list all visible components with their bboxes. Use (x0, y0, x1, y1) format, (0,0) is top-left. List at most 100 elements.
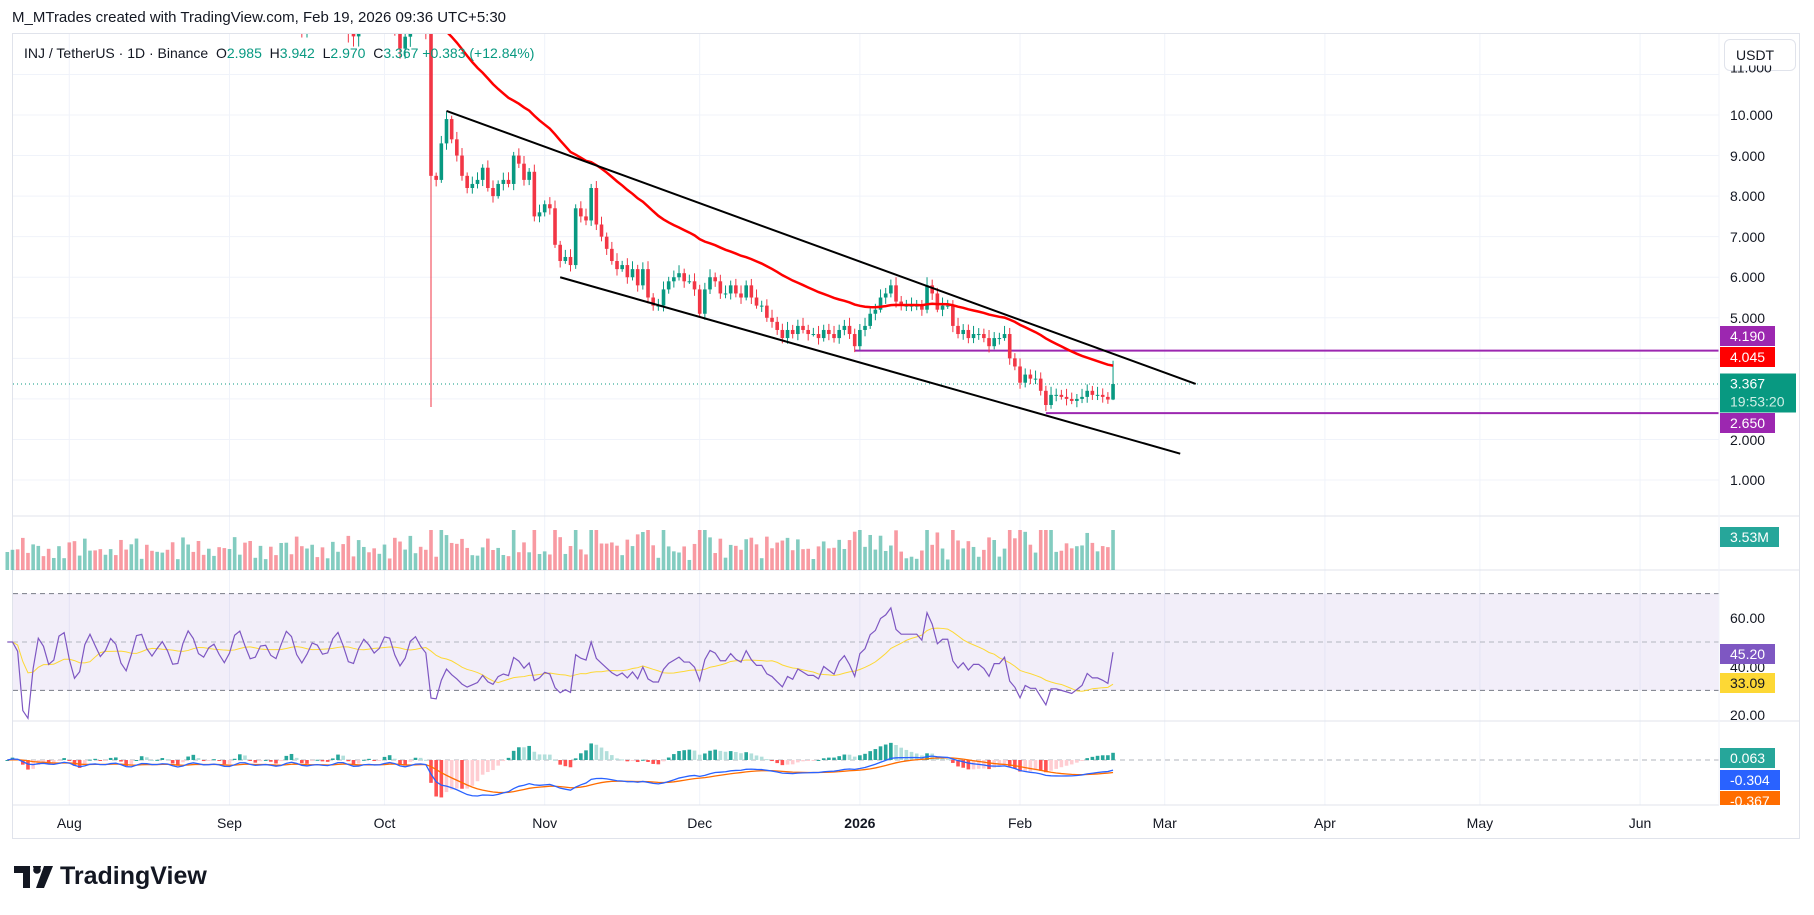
bar-countdown: 19:53:20 (1730, 393, 1785, 410)
volume-bar (263, 559, 268, 570)
volume-bar (403, 549, 407, 570)
volume-bar (269, 546, 273, 570)
candle (491, 180, 495, 203)
volume-bar (527, 552, 531, 570)
volume-bar (672, 551, 676, 570)
macd-histogram-bar (253, 760, 258, 763)
price-tick: 9.000 (1730, 148, 1766, 164)
candle (124, 0, 128, 14)
candle (1049, 386, 1053, 409)
candle-body (992, 338, 997, 347)
macd-histogram-bar (98, 760, 103, 761)
macd-histogram-bar (486, 760, 490, 773)
candle-body (465, 175, 469, 189)
candle-body (718, 281, 723, 294)
volume-bar (176, 559, 180, 570)
macd-histogram-bar (1028, 760, 1033, 772)
macd-histogram-bar (243, 755, 247, 760)
candle-body (620, 265, 624, 270)
volume-bar (610, 542, 614, 570)
macd-histogram-bar (615, 758, 619, 760)
macd-histogram-bar (367, 758, 371, 760)
macd-histogram-bar (160, 758, 165, 760)
volume-bar (785, 537, 790, 570)
candle (419, 0, 423, 26)
candle-body (894, 285, 898, 302)
macd-histogram-bar (1080, 760, 1084, 761)
candle-body (827, 329, 831, 335)
macd-histogram-bar (294, 757, 299, 760)
candle-body (765, 305, 769, 318)
last-price: 3.367 (1730, 375, 1766, 392)
candle (697, 284, 702, 318)
channel-trendline (446, 110, 1197, 385)
symbol-legend: INJ / TetherUS · 1D · Binance O2.985 H3.… (24, 45, 534, 61)
candle (295, 0, 299, 20)
candle (1111, 360, 1115, 401)
volume-bar (966, 541, 971, 570)
macd-histogram-bar (759, 756, 764, 760)
macd-histogram-bar (382, 756, 387, 760)
attribution: M_MTrades created with TradingView.com, … (12, 9, 507, 26)
macd-histogram-bar (274, 760, 278, 764)
candle-body (1038, 378, 1043, 391)
volume-bar (1059, 550, 1064, 570)
candle-body (455, 139, 459, 156)
candle (775, 316, 779, 335)
macd-histogram-bar (315, 759, 320, 761)
candle-body (1075, 398, 1079, 401)
candle-body (635, 269, 640, 286)
macd-histogram-bar (424, 759, 428, 761)
candle (233, 0, 237, 8)
candle-body (697, 289, 702, 314)
macd-histogram-bar (806, 760, 810, 761)
macd-histogram-bar (1049, 760, 1053, 771)
macd-histogram-bar (238, 754, 242, 760)
candle-body (1028, 374, 1033, 379)
symbol-name[interactable]: INJ / TetherUS · 1D · Binance (24, 45, 209, 61)
volume-bar (687, 559, 692, 570)
candle (641, 262, 645, 290)
currency-button[interactable]: USDT (1724, 39, 1796, 71)
volume-bar (945, 559, 950, 570)
candle-body (935, 293, 940, 310)
macd-histogram-bar (713, 749, 717, 760)
macd-histogram-bar (625, 760, 630, 762)
macd-histogram-bar (170, 760, 175, 764)
candle (1100, 388, 1105, 403)
macd-histogram-bar (739, 753, 743, 760)
volume-bar (940, 548, 945, 570)
macd-histogram-bar (356, 760, 361, 764)
candle-body (677, 273, 681, 278)
candle-body (651, 297, 655, 306)
macd-histogram-bar (775, 760, 779, 764)
candle (394, 34, 396, 36)
volume-bar (455, 543, 459, 570)
candle (889, 279, 893, 298)
candle-body (723, 293, 728, 295)
volume-bar (899, 551, 903, 570)
candle-body (920, 305, 924, 310)
macd-histogram-bar (418, 757, 423, 760)
candle (961, 324, 966, 340)
volume-bar (305, 548, 309, 570)
candle-body (630, 269, 635, 278)
candle-body (383, 0, 387, 13)
time-tick: Aug (56, 815, 82, 831)
volume-bar (72, 541, 77, 570)
candle (202, 0, 206, 9)
macd-histogram-bar (372, 760, 376, 761)
candle-body (1033, 378, 1038, 380)
rsi-band (13, 593, 1719, 691)
macd-histogram-bar (176, 760, 180, 766)
macd-pane (5, 742, 1719, 798)
macd-signal-tag: -0.367 (1720, 791, 1780, 805)
volume-bar (1013, 538, 1017, 570)
macd-histogram-bar (883, 744, 888, 760)
volume-bar (336, 551, 340, 570)
macd-histogram-bar (439, 760, 444, 798)
macd-histogram-bar (604, 751, 609, 760)
rsi-ma-line (7, 627, 1114, 692)
candle-body (1018, 366, 1022, 383)
